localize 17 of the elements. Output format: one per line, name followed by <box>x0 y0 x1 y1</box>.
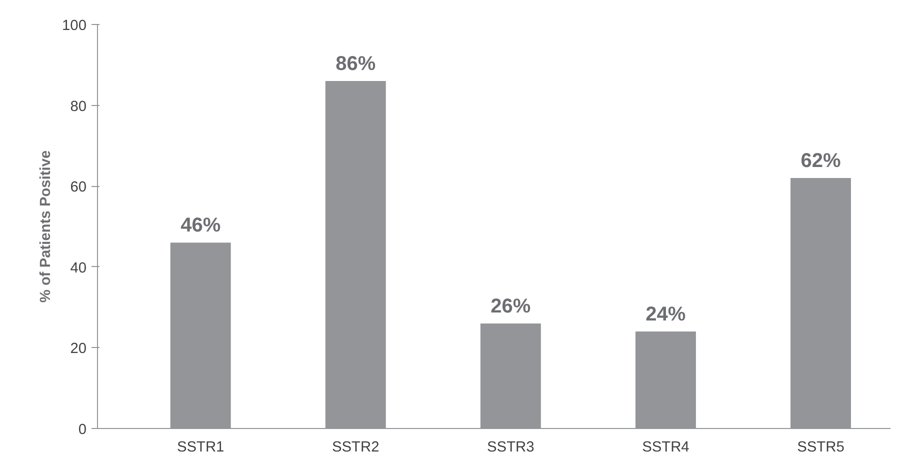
x-tick-label: SSTR4 <box>642 440 690 456</box>
y-tick-label: 0 <box>78 422 87 438</box>
data-label: 86% <box>336 53 376 76</box>
data-label: 24% <box>646 304 686 326</box>
y-tick-label: 40 <box>70 260 87 276</box>
data-label: 26% <box>490 295 531 318</box>
x-tick-label: SSTR2 <box>332 440 380 456</box>
y-tick-label: 80 <box>70 98 87 115</box>
x-tick-label: SSTR1 <box>176 440 224 456</box>
y-axis-title: % of Patients Positive <box>38 150 54 303</box>
x-tick-label: SSTR3 <box>487 440 534 456</box>
x-tick-label: SSTR5 <box>797 440 844 456</box>
data-label: 46% <box>180 214 221 237</box>
data-label: 62% <box>800 150 841 172</box>
y-tick-label: 60 <box>70 180 87 196</box>
y-tick-label: 100 <box>62 18 87 34</box>
y-tick-label: 20 <box>70 341 87 358</box>
